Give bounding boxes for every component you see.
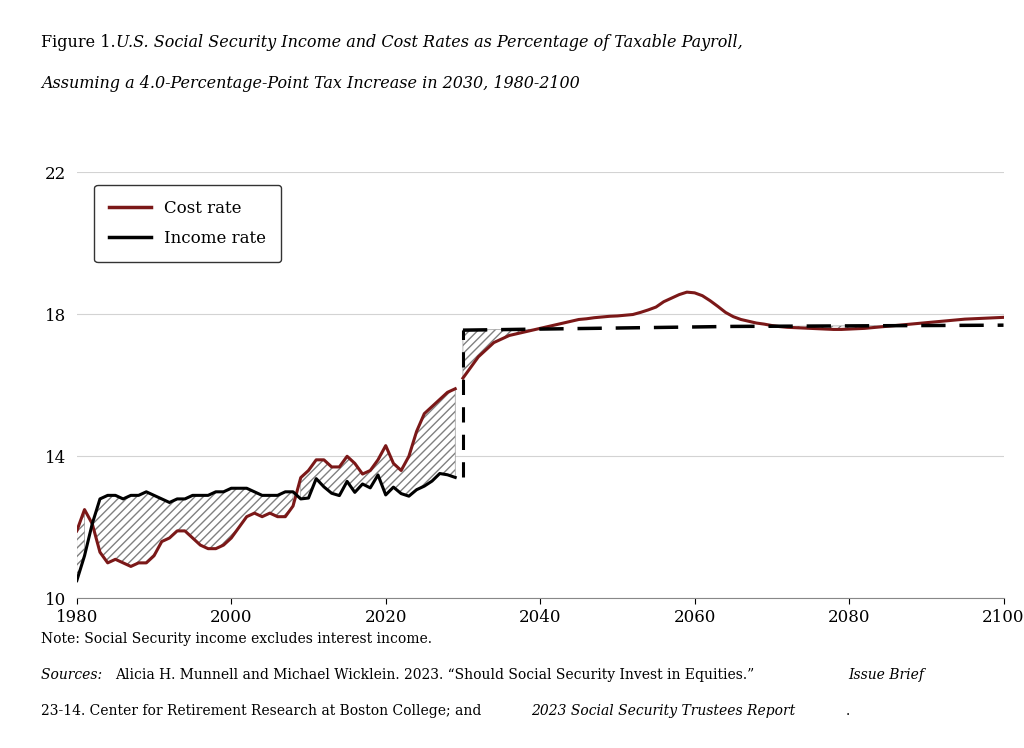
- Text: Assuming a 4.0-Percentage-Point Tax Increase in 2030, 1980-2100: Assuming a 4.0-Percentage-Point Tax Incr…: [41, 75, 580, 92]
- Legend: Cost rate, Income rate: Cost rate, Income rate: [94, 185, 282, 262]
- Text: Issue Brief: Issue Brief: [848, 668, 924, 682]
- Text: 2023 Social Security Trustees Report: 2023 Social Security Trustees Report: [531, 704, 796, 718]
- Text: .: .: [846, 704, 850, 718]
- Text: Sources:: Sources:: [41, 668, 106, 682]
- Text: Alicia H. Munnell and Michael Wicklein. 2023. “Should Social Security Invest in : Alicia H. Munnell and Michael Wicklein. …: [115, 668, 759, 682]
- Text: 23-14. Center for Retirement Research at Boston College; and: 23-14. Center for Retirement Research at…: [41, 704, 485, 718]
- Text: U.S. Social Security Income and Cost Rates as Percentage of Taxable Payroll,: U.S. Social Security Income and Cost Rat…: [116, 34, 742, 51]
- Text: Note: Social Security income excludes interest income.: Note: Social Security income excludes in…: [41, 632, 432, 646]
- Text: Figure 1.: Figure 1.: [41, 34, 121, 51]
